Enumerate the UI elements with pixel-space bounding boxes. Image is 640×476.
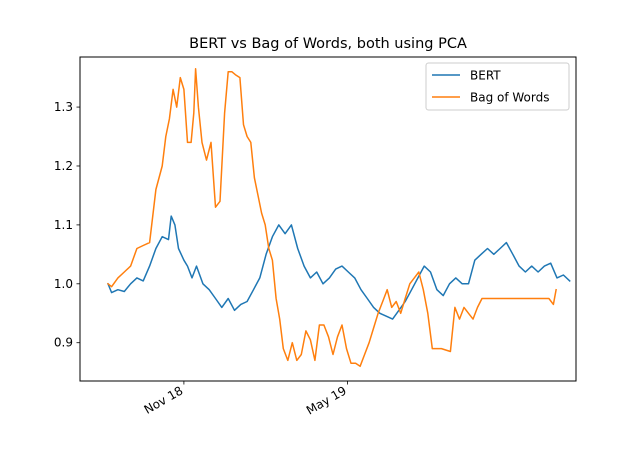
chart-title: BERT vs Bag of Words, both using PCA (189, 36, 467, 52)
series-layer (106, 68, 571, 368)
legend-label: BERT (470, 69, 501, 83)
series-line-bert (107, 215, 571, 320)
series-line-bag-of-words (106, 68, 557, 368)
y-tick-label: 1.3 (54, 100, 73, 114)
y-tick-label: 0.9 (54, 336, 73, 350)
y-tick-label: 1.1 (54, 218, 73, 232)
legend: BERT Bag of Words (425, 62, 570, 111)
y-tick-label: 1.2 (54, 159, 73, 173)
y-tick-label: 1.0 (54, 277, 73, 291)
plot-frame (79, 56, 577, 382)
legend-box (425, 62, 570, 111)
legend-label: Bag of Words (470, 91, 550, 105)
